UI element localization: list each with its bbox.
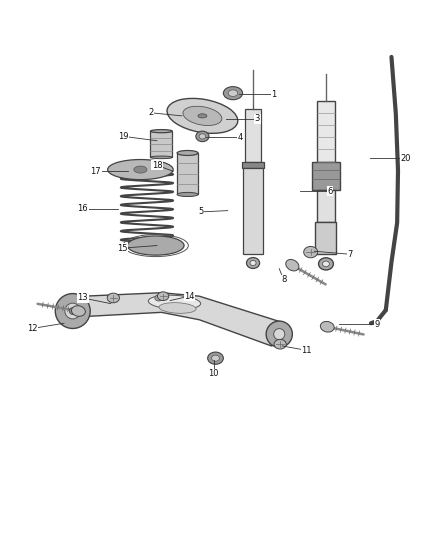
Bar [242,161,264,168]
Text: 5: 5 [198,207,203,216]
Ellipse shape [274,340,286,349]
Text: 12: 12 [27,324,37,333]
Bar [312,161,340,190]
Ellipse shape [65,303,81,319]
Bar [317,190,335,222]
Ellipse shape [247,257,260,269]
Ellipse shape [150,156,172,159]
Text: 13: 13 [78,294,88,302]
Text: 7: 7 [347,250,353,259]
Ellipse shape [108,159,173,180]
Ellipse shape [322,261,329,266]
Ellipse shape [228,90,238,96]
Text: 3: 3 [255,115,260,124]
Ellipse shape [183,106,222,125]
Ellipse shape [177,192,198,197]
Ellipse shape [320,321,334,332]
Polygon shape [65,293,288,346]
Text: 1: 1 [271,90,276,99]
Bar [317,101,335,161]
Text: 4: 4 [237,133,243,142]
Ellipse shape [208,352,223,364]
Ellipse shape [159,303,196,313]
Ellipse shape [150,130,172,133]
Ellipse shape [198,114,207,118]
Ellipse shape [304,246,318,258]
Ellipse shape [250,261,256,265]
Text: 15: 15 [117,244,127,253]
Text: 11: 11 [301,346,311,355]
Ellipse shape [266,321,292,348]
Text: 16: 16 [78,204,88,213]
Ellipse shape [286,260,299,271]
Ellipse shape [107,293,120,303]
Text: 19: 19 [119,132,129,141]
Bar [315,222,336,254]
Text: 20: 20 [401,154,411,163]
Bar [150,131,172,157]
Ellipse shape [199,134,206,139]
Text: 17: 17 [91,167,101,176]
Bar [245,109,261,161]
Ellipse shape [223,87,243,100]
Ellipse shape [55,294,90,328]
Ellipse shape [318,258,333,270]
Bar [177,153,198,195]
Ellipse shape [177,150,198,156]
Bar [243,168,263,254]
Text: 8: 8 [281,275,286,284]
Text: 10: 10 [208,369,219,378]
Ellipse shape [127,236,184,255]
Ellipse shape [71,306,85,316]
Ellipse shape [155,295,162,301]
Ellipse shape [196,131,209,142]
Ellipse shape [274,329,285,340]
Ellipse shape [212,355,219,361]
Ellipse shape [157,292,169,301]
Text: 6: 6 [328,187,333,196]
Ellipse shape [69,308,76,314]
Ellipse shape [134,166,147,173]
Ellipse shape [148,295,201,310]
Text: 9: 9 [374,320,380,329]
Text: 18: 18 [152,161,162,169]
Text: 14: 14 [184,292,194,301]
Ellipse shape [167,99,238,133]
Text: 2: 2 [148,108,154,117]
